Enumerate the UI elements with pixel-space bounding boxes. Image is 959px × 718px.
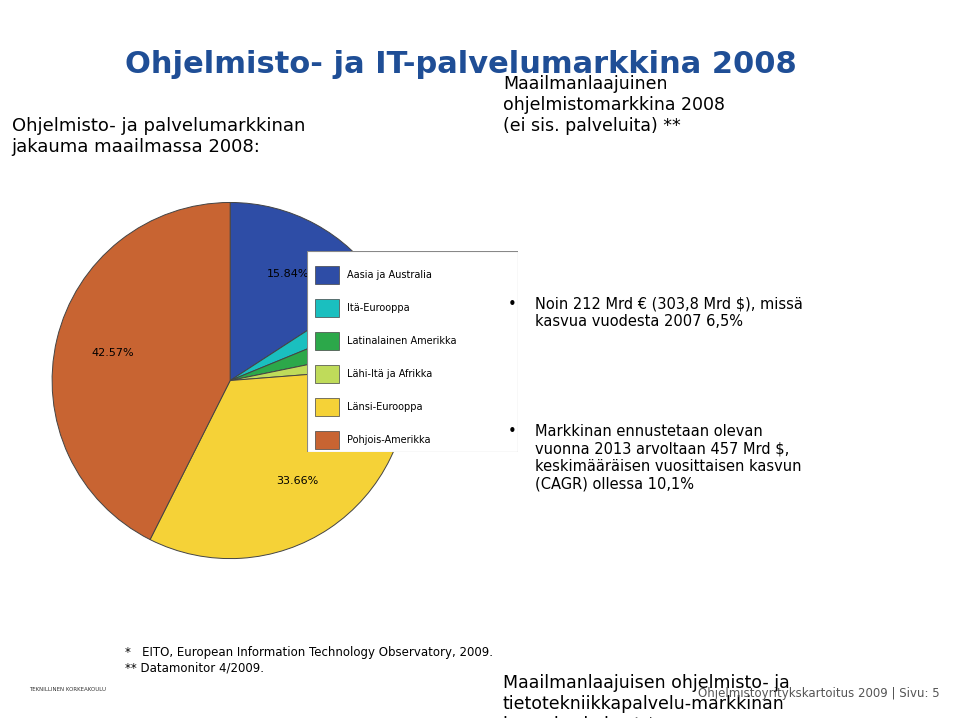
Text: S.B.L.: S.B.L. bbox=[34, 39, 73, 52]
Text: Maailmanlaajuinen
ohjelmistomarkkina 2008
(ei sis. palveluita) **: Maailmanlaajuinen ohjelmistomarkkina 200… bbox=[503, 75, 725, 135]
Text: Lähi-Itä ja Afrikka: Lähi-Itä ja Afrikka bbox=[347, 369, 433, 379]
Text: SOFTWARE
BUSINESS
LAB: SOFTWARE BUSINESS LAB bbox=[34, 62, 68, 81]
Text: Ohjelmistoyritykskartoitus 2009 | Sivu: 5: Ohjelmistoyritykskartoitus 2009 | Sivu: … bbox=[698, 687, 940, 700]
Wedge shape bbox=[230, 313, 405, 381]
Text: 2.97%: 2.97% bbox=[319, 320, 355, 330]
Bar bbox=[316, 332, 339, 350]
Bar bbox=[316, 365, 339, 383]
Bar bbox=[316, 398, 339, 416]
Text: Pohjois-Amerikka: Pohjois-Amerikka bbox=[347, 435, 431, 445]
Text: Ohjelmisto- ja IT-palvelumarkkina 2008: Ohjelmisto- ja IT-palvelumarkkina 2008 bbox=[125, 50, 796, 79]
Bar bbox=[316, 432, 339, 449]
Text: 15.84%: 15.84% bbox=[267, 269, 309, 279]
Wedge shape bbox=[230, 202, 380, 381]
Wedge shape bbox=[52, 202, 230, 539]
Text: 33.66%: 33.66% bbox=[276, 476, 318, 486]
Text: •: • bbox=[507, 424, 516, 439]
Wedge shape bbox=[150, 367, 409, 559]
Text: Itä-Eurooppa: Itä-Eurooppa bbox=[347, 304, 409, 313]
Text: 2.97%: 2.97% bbox=[328, 340, 363, 350]
Text: Noin 212 Mrd € (303,8 Mrd $), missä
kasvua vuodesta 2007 6,5%: Noin 212 Mrd € (303,8 Mrd $), missä kasv… bbox=[535, 297, 803, 329]
Text: Aasia ja Australia: Aasia ja Australia bbox=[347, 271, 432, 281]
Text: Ohjelmisto- ja palvelumarkkinan
jakauma maailmassa 2008:: Ohjelmisto- ja palvelumarkkinan jakauma … bbox=[12, 117, 305, 156]
Wedge shape bbox=[230, 284, 395, 381]
Text: Länsi-Eurooppa: Länsi-Eurooppa bbox=[347, 402, 423, 412]
Bar bbox=[316, 299, 339, 317]
Wedge shape bbox=[230, 345, 408, 381]
Text: 1.98%: 1.98% bbox=[333, 359, 368, 368]
Text: Maailmanlaajuisen ohjelmisto- ja
tietotekniikkapalvelu-markkinan
kasvukeskukset : Maailmanlaajuisen ohjelmisto- ja tietote… bbox=[503, 674, 790, 718]
Text: TEKNILLINEN KORKEAKOULU: TEKNILLINEN KORKEAKOULU bbox=[29, 687, 105, 692]
Text: Latinalainen Amerikka: Latinalainen Amerikka bbox=[347, 336, 456, 346]
Bar bbox=[316, 266, 339, 284]
Text: •: • bbox=[507, 297, 516, 312]
Text: 42.57%: 42.57% bbox=[91, 348, 133, 358]
Text: Markkinan ennustetaan olevan
vuonna 2013 arvoltaan 457 Mrd $,
keskimääräisen vuo: Markkinan ennustetaan olevan vuonna 2013… bbox=[535, 424, 802, 492]
Text: *   EITO, European Information Technology Observatory, 2009.
** Datamonitor 4/20: * EITO, European Information Technology … bbox=[125, 646, 493, 674]
